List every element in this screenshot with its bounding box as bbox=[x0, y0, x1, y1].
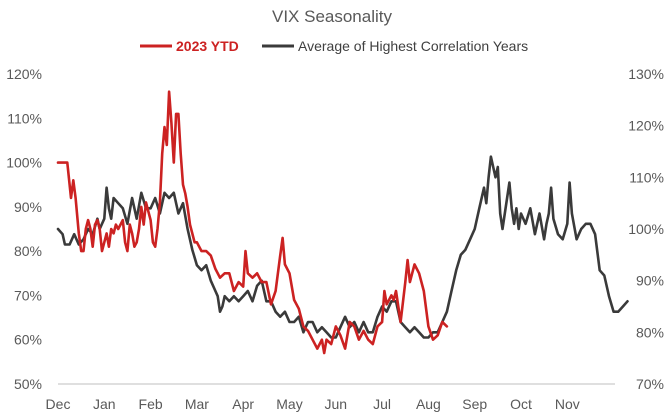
legend: 2023 YTD Average of Highest Correlation … bbox=[140, 38, 528, 54]
x-tick-label-jul: Jul bbox=[373, 396, 391, 412]
series-line-average-of-highest-correlation-years bbox=[56, 155, 629, 339]
right-y-tick-label: 100% bbox=[628, 221, 664, 237]
left-y-tick-label: 60% bbox=[14, 332, 42, 348]
x-tick-label-may: May bbox=[276, 396, 302, 412]
left-y-tick-label: 80% bbox=[14, 243, 42, 259]
right-y-tick-label: 70% bbox=[636, 376, 664, 392]
x-tick-label-aug: Aug bbox=[416, 396, 441, 412]
x-tick-label-jan: Jan bbox=[93, 396, 116, 412]
left-y-tick-label: 90% bbox=[14, 199, 42, 215]
x-tick-label-mar: Mar bbox=[185, 396, 209, 412]
x-tick-label-apr: Apr bbox=[232, 396, 254, 412]
x-tick-label-oct: Oct bbox=[510, 396, 532, 412]
x-tick-label-jun: Jun bbox=[325, 396, 348, 412]
right-y-tick-label: 120% bbox=[628, 118, 664, 134]
left-y-tick-label: 110% bbox=[7, 110, 42, 126]
left-y-tick-label: 50% bbox=[14, 376, 42, 392]
series-line-2023-ytd bbox=[56, 90, 449, 355]
left-y-axis: 50% 60% 70% 80% 90% 100% 110% 120% bbox=[6, 66, 42, 392]
right-y-tick-label: 130% bbox=[628, 66, 664, 82]
x-tick-label-dec: Dec bbox=[46, 396, 71, 412]
right-y-tick-label: 90% bbox=[636, 273, 664, 289]
right-y-tick-label: 80% bbox=[636, 324, 664, 340]
left-y-tick-label: 120% bbox=[6, 66, 42, 82]
chart-title: VIX Seasonality bbox=[272, 7, 393, 26]
x-tick-label-feb: Feb bbox=[139, 396, 163, 412]
left-y-tick-label: 100% bbox=[6, 155, 42, 171]
legend-label-2023-ytd: 2023 YTD bbox=[176, 38, 239, 54]
right-y-axis: 70% 80% 90% 100% 110% 120% 130% bbox=[628, 66, 664, 392]
x-axis: Dec Jan Feb Mar Apr May Jun Jul Aug Sep Oct Nov bbox=[46, 383, 615, 412]
x-tick-label-sep: Sep bbox=[462, 396, 487, 412]
left-y-tick-label: 70% bbox=[14, 287, 42, 303]
legend-label-average: Average of Highest Correlation Years bbox=[298, 38, 528, 54]
right-y-tick-label: 110% bbox=[629, 169, 664, 185]
series-layer bbox=[56, 90, 629, 355]
x-tick-label-nov: Nov bbox=[555, 396, 580, 412]
